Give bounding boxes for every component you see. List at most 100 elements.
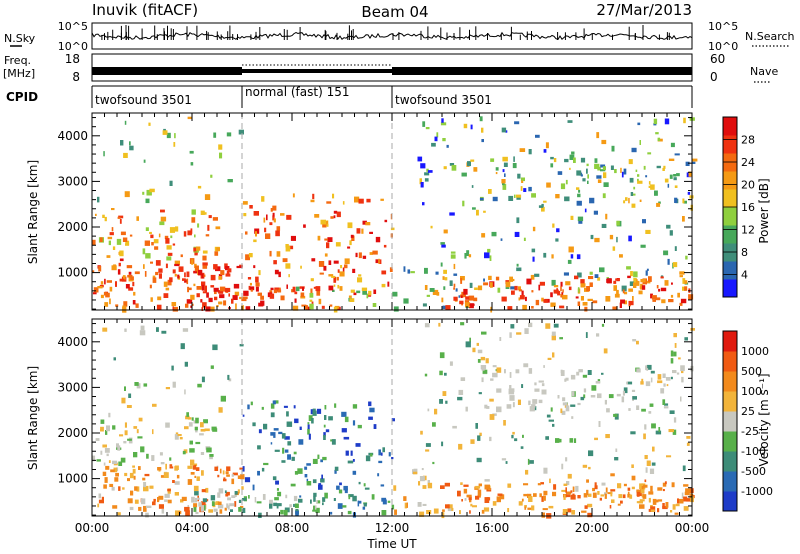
echo-cell [650,293,653,299]
echo-cell [584,208,587,213]
echo-cell [666,455,672,458]
echo-cell [322,502,324,506]
echo-cell [257,445,261,450]
echo-cell [146,189,152,196]
echo-cell [587,512,593,518]
echo-cell [231,495,236,498]
echo-cell [191,496,195,503]
echo-cell [152,501,156,506]
echo-cell [153,498,156,502]
echo-cell [610,489,616,492]
echo-cell [628,235,632,242]
echo-cell [662,373,666,378]
echo-cell [406,502,408,508]
echo-cell [274,449,280,452]
echo-cell [531,505,535,511]
echo-cell [337,269,340,273]
echo-cell [560,183,566,190]
echo-cell [353,292,357,296]
echo-cell [350,289,355,293]
echo-cell [188,287,192,291]
echo-cell [193,247,197,252]
echo-cell [662,503,665,508]
echo-cell [463,288,468,295]
echo-cell [124,386,126,391]
echo-cell [196,293,200,298]
echo-cell [160,216,167,222]
echo-cell [344,416,349,423]
echo-cell [674,343,677,348]
echo-cell [255,282,260,287]
echo-cell [210,274,216,281]
echo-cell [123,441,127,444]
velocity-x-axis: 00:00 04:00 08:00 12:00 16:00 20:00 00:00 [75,319,709,535]
echo-cell [502,169,505,173]
echo-cell [276,226,281,231]
y-tick-label: 4000 [57,129,88,143]
echo-cell [142,477,146,481]
echo-cell [340,265,343,269]
echo-cell [378,460,383,464]
echo-cell [453,283,456,288]
echo-cell [674,185,678,188]
echo-cell [442,509,445,512]
echo-cell [160,462,165,465]
echo-cell [328,274,334,277]
echo-cell [274,497,279,501]
echo-cell [306,481,312,486]
echo-cell [528,368,533,374]
echo-cell [509,385,512,389]
echo-cell [145,227,149,231]
echo-cell [599,497,602,501]
echo-cell [443,229,448,234]
echo-cell [598,421,601,427]
echo-cell [545,142,549,149]
echo-cell [572,486,575,492]
echo-cell [541,496,544,502]
echo-cell [600,169,606,172]
echo-cell [184,279,188,283]
echo-cell [540,482,544,485]
echo-cell [523,237,526,241]
echo-cell [117,445,121,451]
echo-cell [217,501,222,505]
echo-cell [310,278,314,282]
echo-cell [641,285,646,290]
echo-cell [110,469,115,473]
echo-cell [676,372,680,375]
echo-cell [272,205,277,211]
echo-cell [120,140,124,146]
echo-cell [631,389,636,392]
echo-cell [577,301,581,306]
echo-cell [682,278,686,284]
echo-cell [253,239,257,243]
echo-cell [273,289,277,294]
echo-cell [161,509,165,514]
echo-cell [133,426,138,429]
echo-cell [151,455,155,461]
echo-cell [234,491,238,495]
echo-cell [662,167,665,171]
echo-cell [605,213,608,220]
echo-cell [342,201,345,205]
echo-cell [209,456,213,460]
echo-cell [676,173,680,177]
echo-cell [572,493,575,500]
echo-cell [172,480,175,483]
echo-cell [231,298,234,304]
colorbar-tick-label: 16 [741,201,755,214]
echo-cell [481,367,485,371]
echo-cell [685,490,690,494]
echo-cell [106,255,111,258]
echo-cell [546,182,551,188]
echo-cell [538,399,543,404]
echo-cell [672,429,677,435]
echo-cell [550,302,556,307]
echo-cell [646,364,652,370]
echo-cell [287,441,292,446]
colorbar-swatch [723,351,737,372]
echo-cell [92,270,95,273]
echo-cell [239,344,244,347]
echo-cell [149,231,152,234]
echo-cell [189,150,194,154]
